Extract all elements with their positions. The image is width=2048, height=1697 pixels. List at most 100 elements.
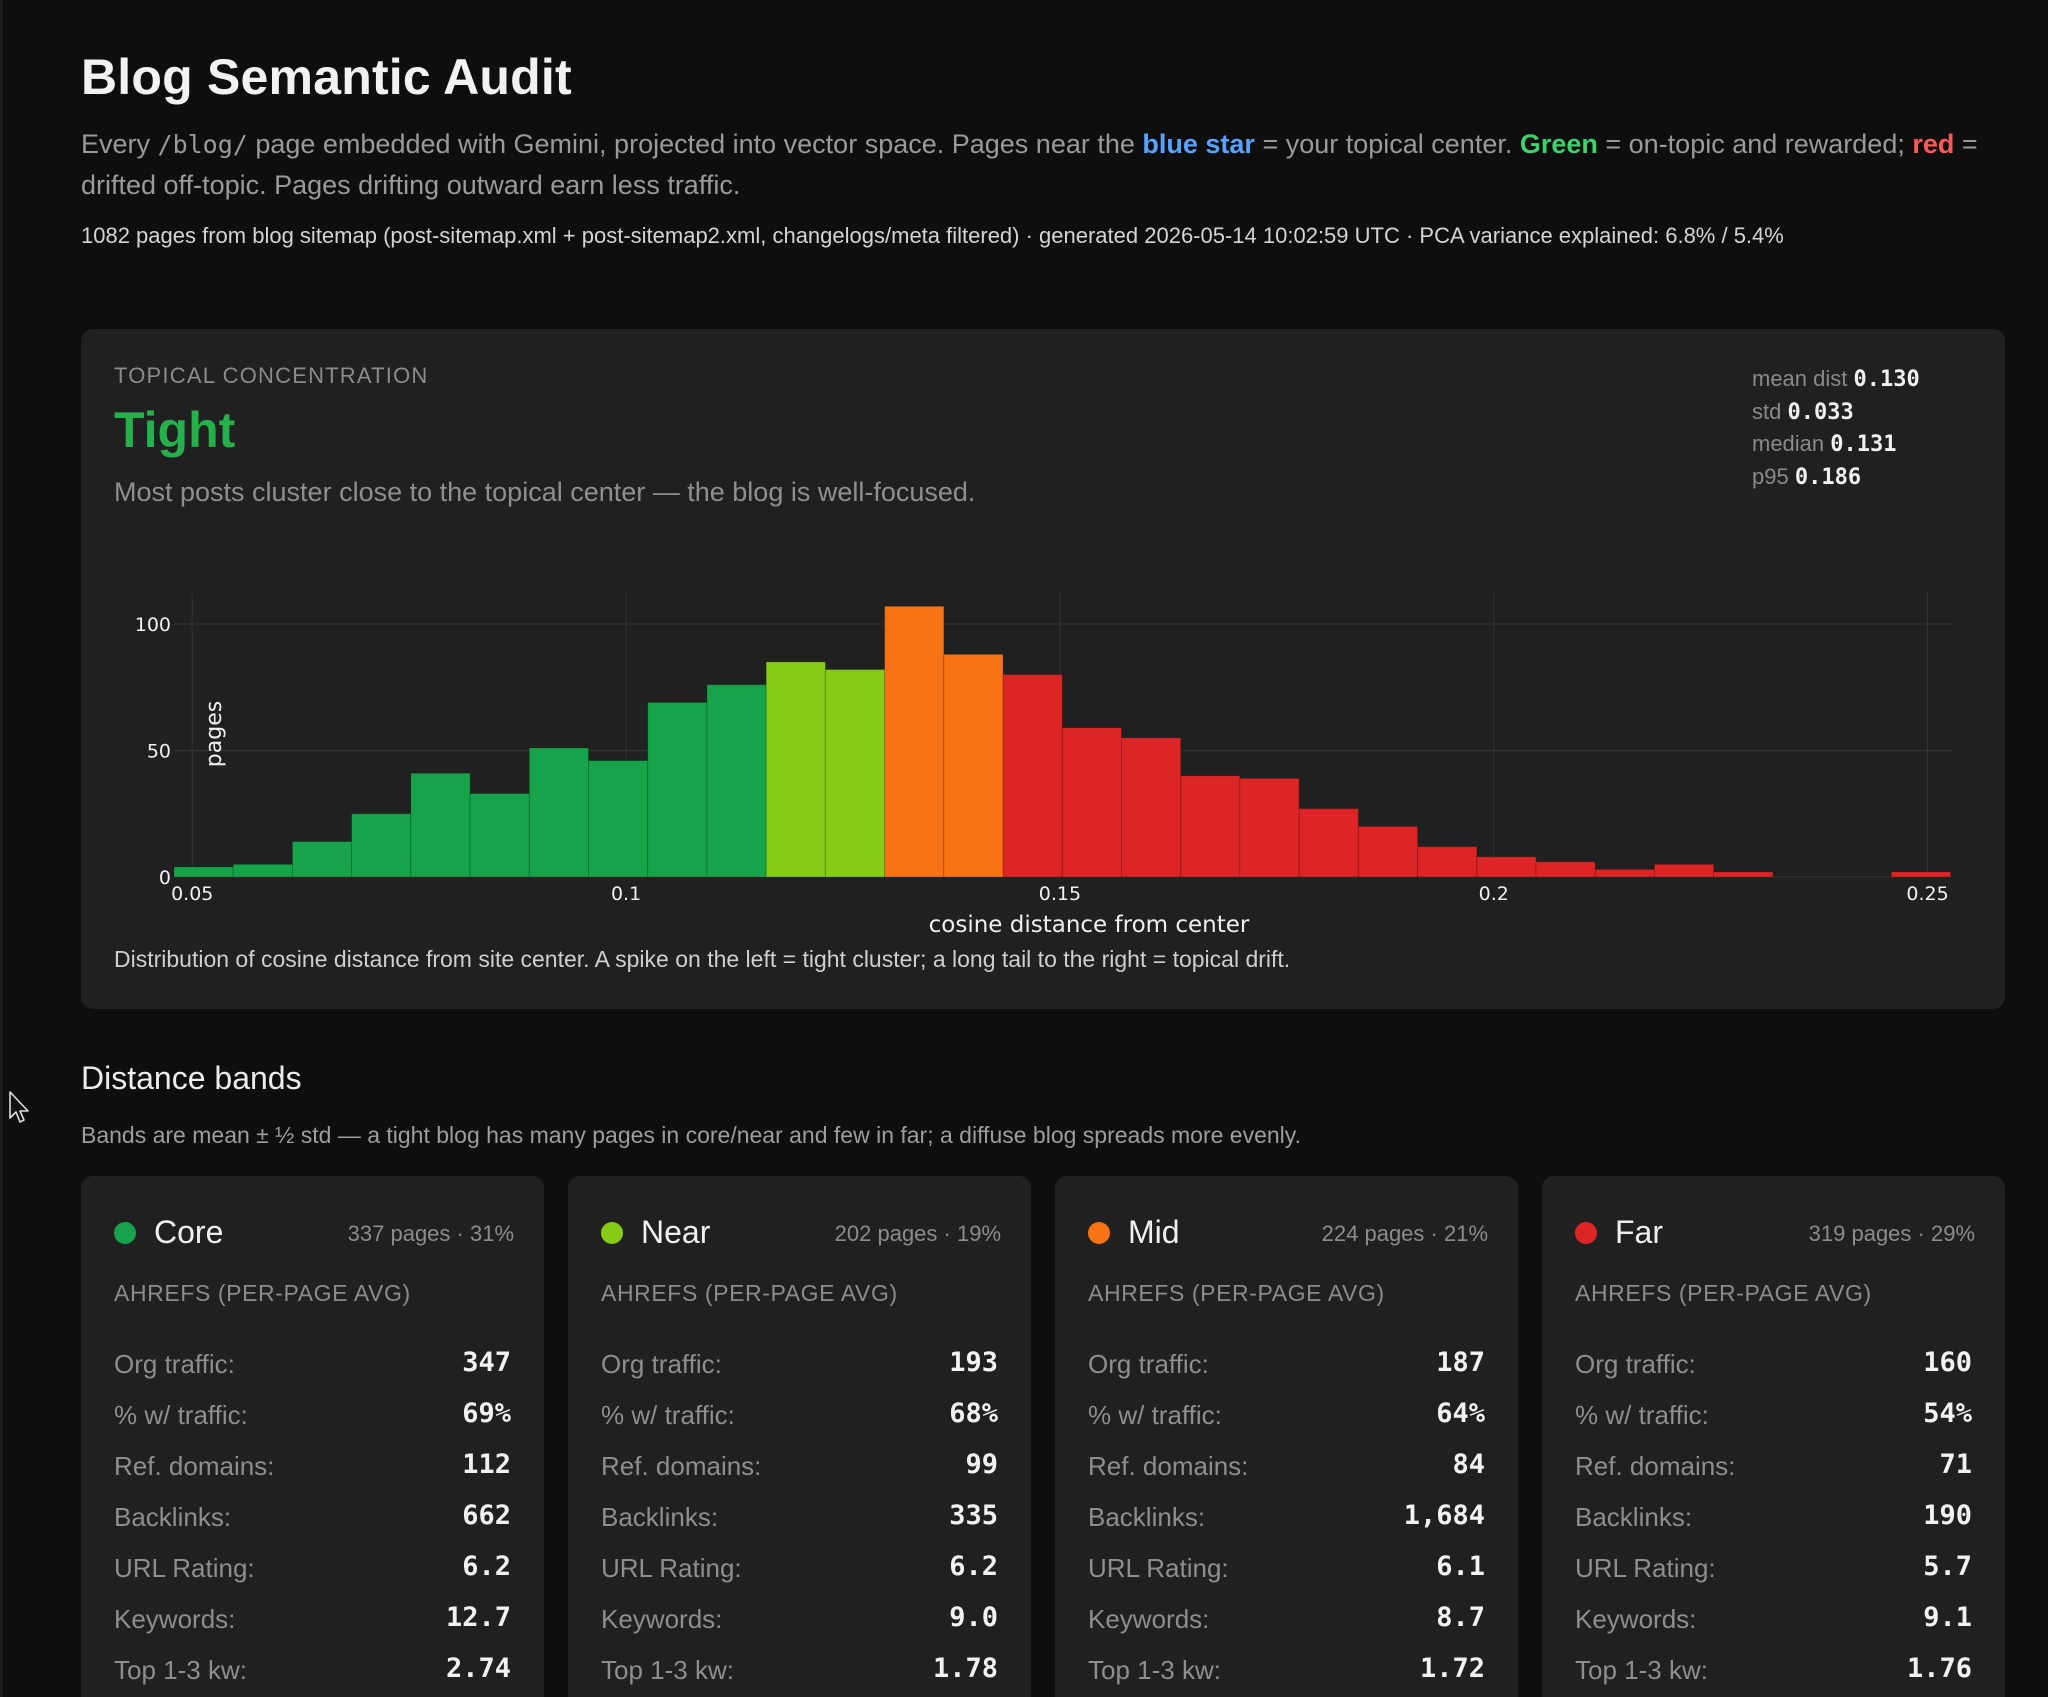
band-name: Far: [1615, 1214, 1663, 1250]
metric-row: Top 1-3 kw: 1.76: [1575, 1649, 1972, 1689]
band-color-dot: [1575, 1222, 1597, 1244]
stat-label: p95: [1752, 463, 1789, 489]
distance-stats: mean dist 0.130 std 0.033 median 0.131 p…: [1752, 363, 1972, 493]
metric-value: 6.1: [1436, 1551, 1485, 1582]
metric-row: Ref. domains: 112: [114, 1445, 511, 1485]
metric-label: Org traffic:: [114, 1349, 235, 1379]
histogram-bar: [1417, 846, 1478, 878]
band-color-dot: [601, 1222, 623, 1244]
metric-row: Top 1-3 kw: 2.74: [114, 1649, 511, 1689]
metric-value: 54%: [1923, 1398, 1972, 1429]
histogram-bar: [1713, 871, 1774, 878]
metric-value: 99: [965, 1449, 998, 1480]
green-label: Green: [1519, 129, 1598, 159]
metric-row: URL Rating: 5.7: [1575, 1547, 1972, 1587]
stat-p95: p95 0.186: [1752, 461, 1972, 494]
metric-value: 9.1: [1923, 1602, 1972, 1633]
chart-axes: 0.05 0.1 0.15 0.2 0.25 0 50 100: [135, 614, 1949, 905]
distance-bands-title: Distance bands: [81, 1060, 302, 1096]
metric-row: Backlinks: 335: [601, 1496, 998, 1536]
x-tick-label: 0.2: [1479, 883, 1509, 905]
metric-label: Org traffic:: [1575, 1349, 1696, 1379]
metric-value: 1.78: [932, 1653, 998, 1684]
metric-label: Backlinks:: [1088, 1502, 1206, 1532]
stat-value: 0.130: [1853, 367, 1920, 392]
metric-value: 193: [949, 1347, 998, 1378]
stat-label: median: [1752, 431, 1825, 456]
metric-label: Backlinks:: [1575, 1502, 1693, 1532]
metric-label: % w/ traffic:: [1575, 1400, 1709, 1430]
x-axis-label: cosine distance from center: [929, 912, 1250, 938]
window-left-edge: [0, 0, 3, 1697]
metric-label: Top 1-3 kw:: [114, 1655, 247, 1685]
band-name: Mid: [1128, 1214, 1180, 1250]
generation-meta: 1082 pages from blog sitemap (post-sitem…: [81, 223, 1784, 248]
band-name: Near: [641, 1214, 711, 1250]
histogram-bar: [1357, 825, 1419, 878]
band-metrics-label: AHREFS (PER-PAGE AVG): [1088, 1280, 1385, 1306]
metric-row: Backlinks: 1,684: [1088, 1496, 1485, 1536]
metric-row: Keywords: 9.0: [601, 1598, 998, 1638]
x-tick-label: 0.05: [171, 883, 213, 905]
stat-value: 0.131: [1830, 432, 1897, 457]
intro-text-2: page embedded with Gemini, projected int…: [247, 129, 1143, 159]
metric-row: Top 1-3 kw: 1.78: [601, 1649, 998, 1689]
metric-label: URL Rating:: [114, 1553, 255, 1583]
metric-row: Org traffic: 193: [601, 1343, 998, 1383]
metric-label: Ref. domains:: [1575, 1451, 1736, 1481]
metric-label: Top 1-3 kw:: [1575, 1655, 1708, 1685]
intro-text-5: = drifted off-topic. Pages drifting outw…: [81, 129, 1978, 200]
band-metrics-label: AHREFS (PER-PAGE AVG): [601, 1280, 898, 1306]
chart-bars: [173, 605, 1952, 878]
histogram-bar: [706, 684, 767, 878]
histogram-bar: [469, 793, 530, 878]
metric-row: % w/ traffic: 54%: [1575, 1394, 1972, 1434]
band-name: Core: [154, 1214, 224, 1250]
histogram-bar: [884, 605, 945, 878]
histogram-bar: [588, 760, 649, 878]
metric-label: URL Rating:: [601, 1553, 742, 1583]
metric-label: Keywords:: [601, 1604, 723, 1634]
band-color-dot: [1088, 1222, 1110, 1244]
metric-value: 347: [462, 1347, 511, 1378]
metric-value: 71: [1939, 1449, 1972, 1480]
metric-label: % w/ traffic:: [114, 1400, 248, 1430]
histogram-bar: [291, 841, 353, 878]
band-page-count: 337 pages · 31%: [347, 1221, 514, 1246]
stat-std: std 0.033: [1752, 396, 1972, 429]
histogram-bar: [351, 813, 412, 878]
metric-value: 6.2: [462, 1551, 511, 1582]
metric-label: Top 1-3 kw:: [1088, 1655, 1221, 1685]
histogram-bar: [1535, 861, 1596, 878]
metric-label: URL Rating:: [1575, 1553, 1716, 1583]
metric-value: 9.0: [949, 1602, 998, 1633]
metric-value: 187: [1436, 1347, 1485, 1378]
histogram-bar: [1061, 727, 1123, 878]
band-header: Far 319 pages · 29%: [1575, 1213, 1975, 1253]
metric-row: % w/ traffic: 69%: [114, 1394, 511, 1434]
metric-row: Keywords: 12.7: [114, 1598, 511, 1638]
metric-value: 6.2: [949, 1551, 998, 1582]
metric-value: 2.74: [445, 1653, 511, 1684]
histogram-bar: [1002, 674, 1063, 878]
metric-label: Keywords:: [1088, 1604, 1210, 1634]
metric-row: % w/ traffic: 64%: [1088, 1394, 1485, 1434]
histogram-bar: [232, 863, 293, 878]
band-header: Core 337 pages · 31%: [114, 1213, 514, 1253]
histogram-bar: [765, 661, 826, 878]
metric-label: Backlinks:: [601, 1502, 719, 1532]
distance-bands-description: Bands are mean ± ½ std — a tight blog ha…: [81, 1122, 1301, 1148]
metric-row: Ref. domains: 99: [601, 1445, 998, 1485]
band-page-count: 224 pages · 21%: [1321, 1221, 1488, 1246]
stat-label: std: [1752, 398, 1782, 424]
blog-path: /blog/: [157, 130, 248, 159]
metric-value: 12.7: [445, 1602, 511, 1633]
metric-value: 112: [462, 1449, 511, 1480]
band-page-count: 202 pages · 19%: [834, 1221, 1001, 1246]
metric-value: 190: [1923, 1500, 1972, 1531]
band-header: Near 202 pages · 19%: [601, 1213, 1001, 1253]
metric-value: 1.76: [1906, 1653, 1972, 1684]
histogram-bar: [943, 653, 1004, 878]
band-color-dot: [114, 1222, 136, 1244]
concentration-eyebrow: TOPICAL CONCENTRATION: [114, 363, 429, 388]
